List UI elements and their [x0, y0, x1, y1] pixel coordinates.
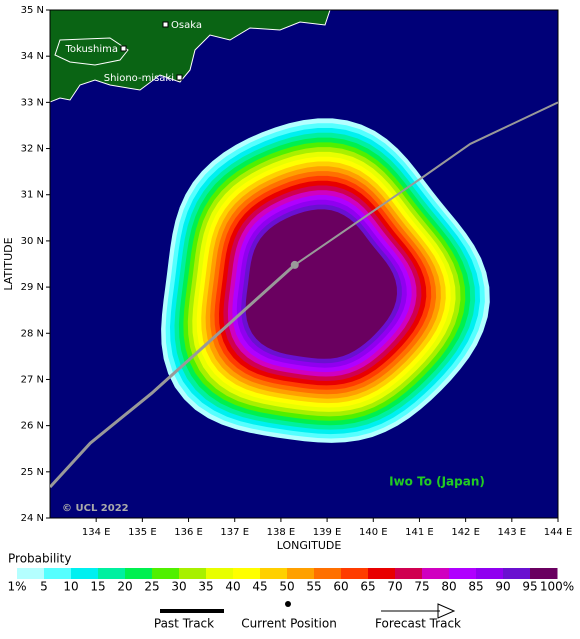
probability-band: [245, 209, 397, 359]
place-label: Osaka: [171, 20, 202, 31]
scale-swatch: [530, 568, 558, 579]
scale-label: 50: [279, 580, 294, 594]
scale-swatch: [395, 568, 423, 579]
lon-tick-label: 139 E: [313, 527, 342, 538]
scale-label: 80: [441, 580, 456, 594]
scale-label: 1%: [7, 580, 26, 594]
place-marker: [162, 21, 169, 28]
lon-tick-label: 134 E: [82, 527, 111, 538]
scale-label: 15: [90, 580, 105, 594]
lon-tick-label: 136 E: [174, 527, 203, 538]
lat-tick-label: 31 N: [21, 190, 44, 201]
legend-arrow: [437, 603, 456, 619]
scale-label: 20: [117, 580, 132, 594]
lon-tick-label: 140 E: [359, 527, 388, 538]
lat-tick-label: 29 N: [21, 282, 44, 293]
lon-tick-label: 142 E: [451, 527, 480, 538]
scale-label: 5: [40, 580, 48, 594]
scale-swatch: [422, 568, 450, 579]
scale-swatch: [233, 568, 261, 579]
scale-swatch: [17, 568, 45, 579]
scale-swatch: [260, 568, 288, 579]
land: [50, 10, 331, 103]
scale-label: 10: [63, 580, 78, 594]
legend-label: Forecast Track: [375, 617, 461, 631]
scale-swatch: [152, 568, 180, 579]
scale-swatch: [44, 568, 72, 579]
place-marker: [120, 45, 127, 52]
legend-label: Current Position: [241, 617, 337, 631]
lat-tick-label: 33 N: [21, 97, 44, 108]
scale-swatch: [206, 568, 234, 579]
scale-label: 75: [414, 580, 429, 594]
lon-tick-label: 138 E: [267, 527, 296, 538]
scale-swatch: [314, 568, 342, 579]
scale-swatch: [71, 568, 99, 579]
scale-swatch: [179, 568, 207, 579]
credit: © UCL 2022: [62, 503, 129, 514]
scale-label: 60: [333, 580, 348, 594]
place-label: Tokushima: [64, 44, 118, 55]
scale-swatch: [98, 568, 126, 579]
scale-label: 30: [171, 580, 186, 594]
lat-tick-label: 32 N: [21, 144, 44, 155]
lon-tick-label: 144 E: [544, 527, 573, 538]
place-label: Shiono-misaki: [104, 73, 174, 84]
scale-label: 45: [252, 580, 267, 594]
scale-label: 55: [306, 580, 321, 594]
map-frame: [49, 9, 559, 519]
scale-swatch: [476, 568, 504, 579]
scale-label: 90: [495, 580, 510, 594]
place-marker: [176, 74, 183, 81]
scale-label: 85: [468, 580, 483, 594]
scale-label: 25: [144, 580, 159, 594]
scale-swatch: [287, 568, 315, 579]
scale-swatch: [341, 568, 369, 579]
lon-tick-label: 135 E: [128, 527, 157, 538]
lat-tick-label: 27 N: [21, 374, 44, 385]
legend-label: Past Track: [154, 617, 214, 631]
scale-label: 95: [522, 580, 537, 594]
scale-title: Probability: [8, 552, 71, 566]
lat-tick-label: 25 N: [21, 467, 44, 478]
lat-tick-label: 30 N: [21, 236, 44, 247]
x-axis-label: LONGITUDE: [277, 539, 342, 552]
lat-tick-label: 26 N: [21, 421, 44, 432]
region-label: Iwo To (Japan): [389, 475, 485, 489]
lon-tick-label: 137 E: [220, 527, 249, 538]
scale-label: 70: [387, 580, 402, 594]
forecast-track: [294, 101, 558, 266]
scale-label: 40: [225, 580, 240, 594]
lat-tick-label: 35 N: [21, 5, 44, 16]
lat-tick-label: 24 N: [21, 513, 44, 524]
lon-tick-label: 141 E: [405, 527, 434, 538]
lat-tick-label: 28 N: [21, 328, 44, 339]
current-position: [290, 260, 299, 269]
lat-tick-label: 34 N: [21, 51, 44, 62]
scale-swatch: [449, 568, 477, 579]
scale-swatch: [125, 568, 153, 579]
scale-label: 35: [198, 580, 213, 594]
legend-current-position: [285, 601, 291, 607]
probability-field: [161, 118, 490, 443]
scale-label: 65: [360, 580, 375, 594]
scale-swatch: [503, 568, 531, 579]
past-track: [50, 263, 296, 489]
scale-label: 100%: [540, 580, 574, 594]
y-axis-label: LATITUDE: [2, 237, 15, 290]
lon-tick-label: 143 E: [498, 527, 527, 538]
scale-swatch: [368, 568, 396, 579]
